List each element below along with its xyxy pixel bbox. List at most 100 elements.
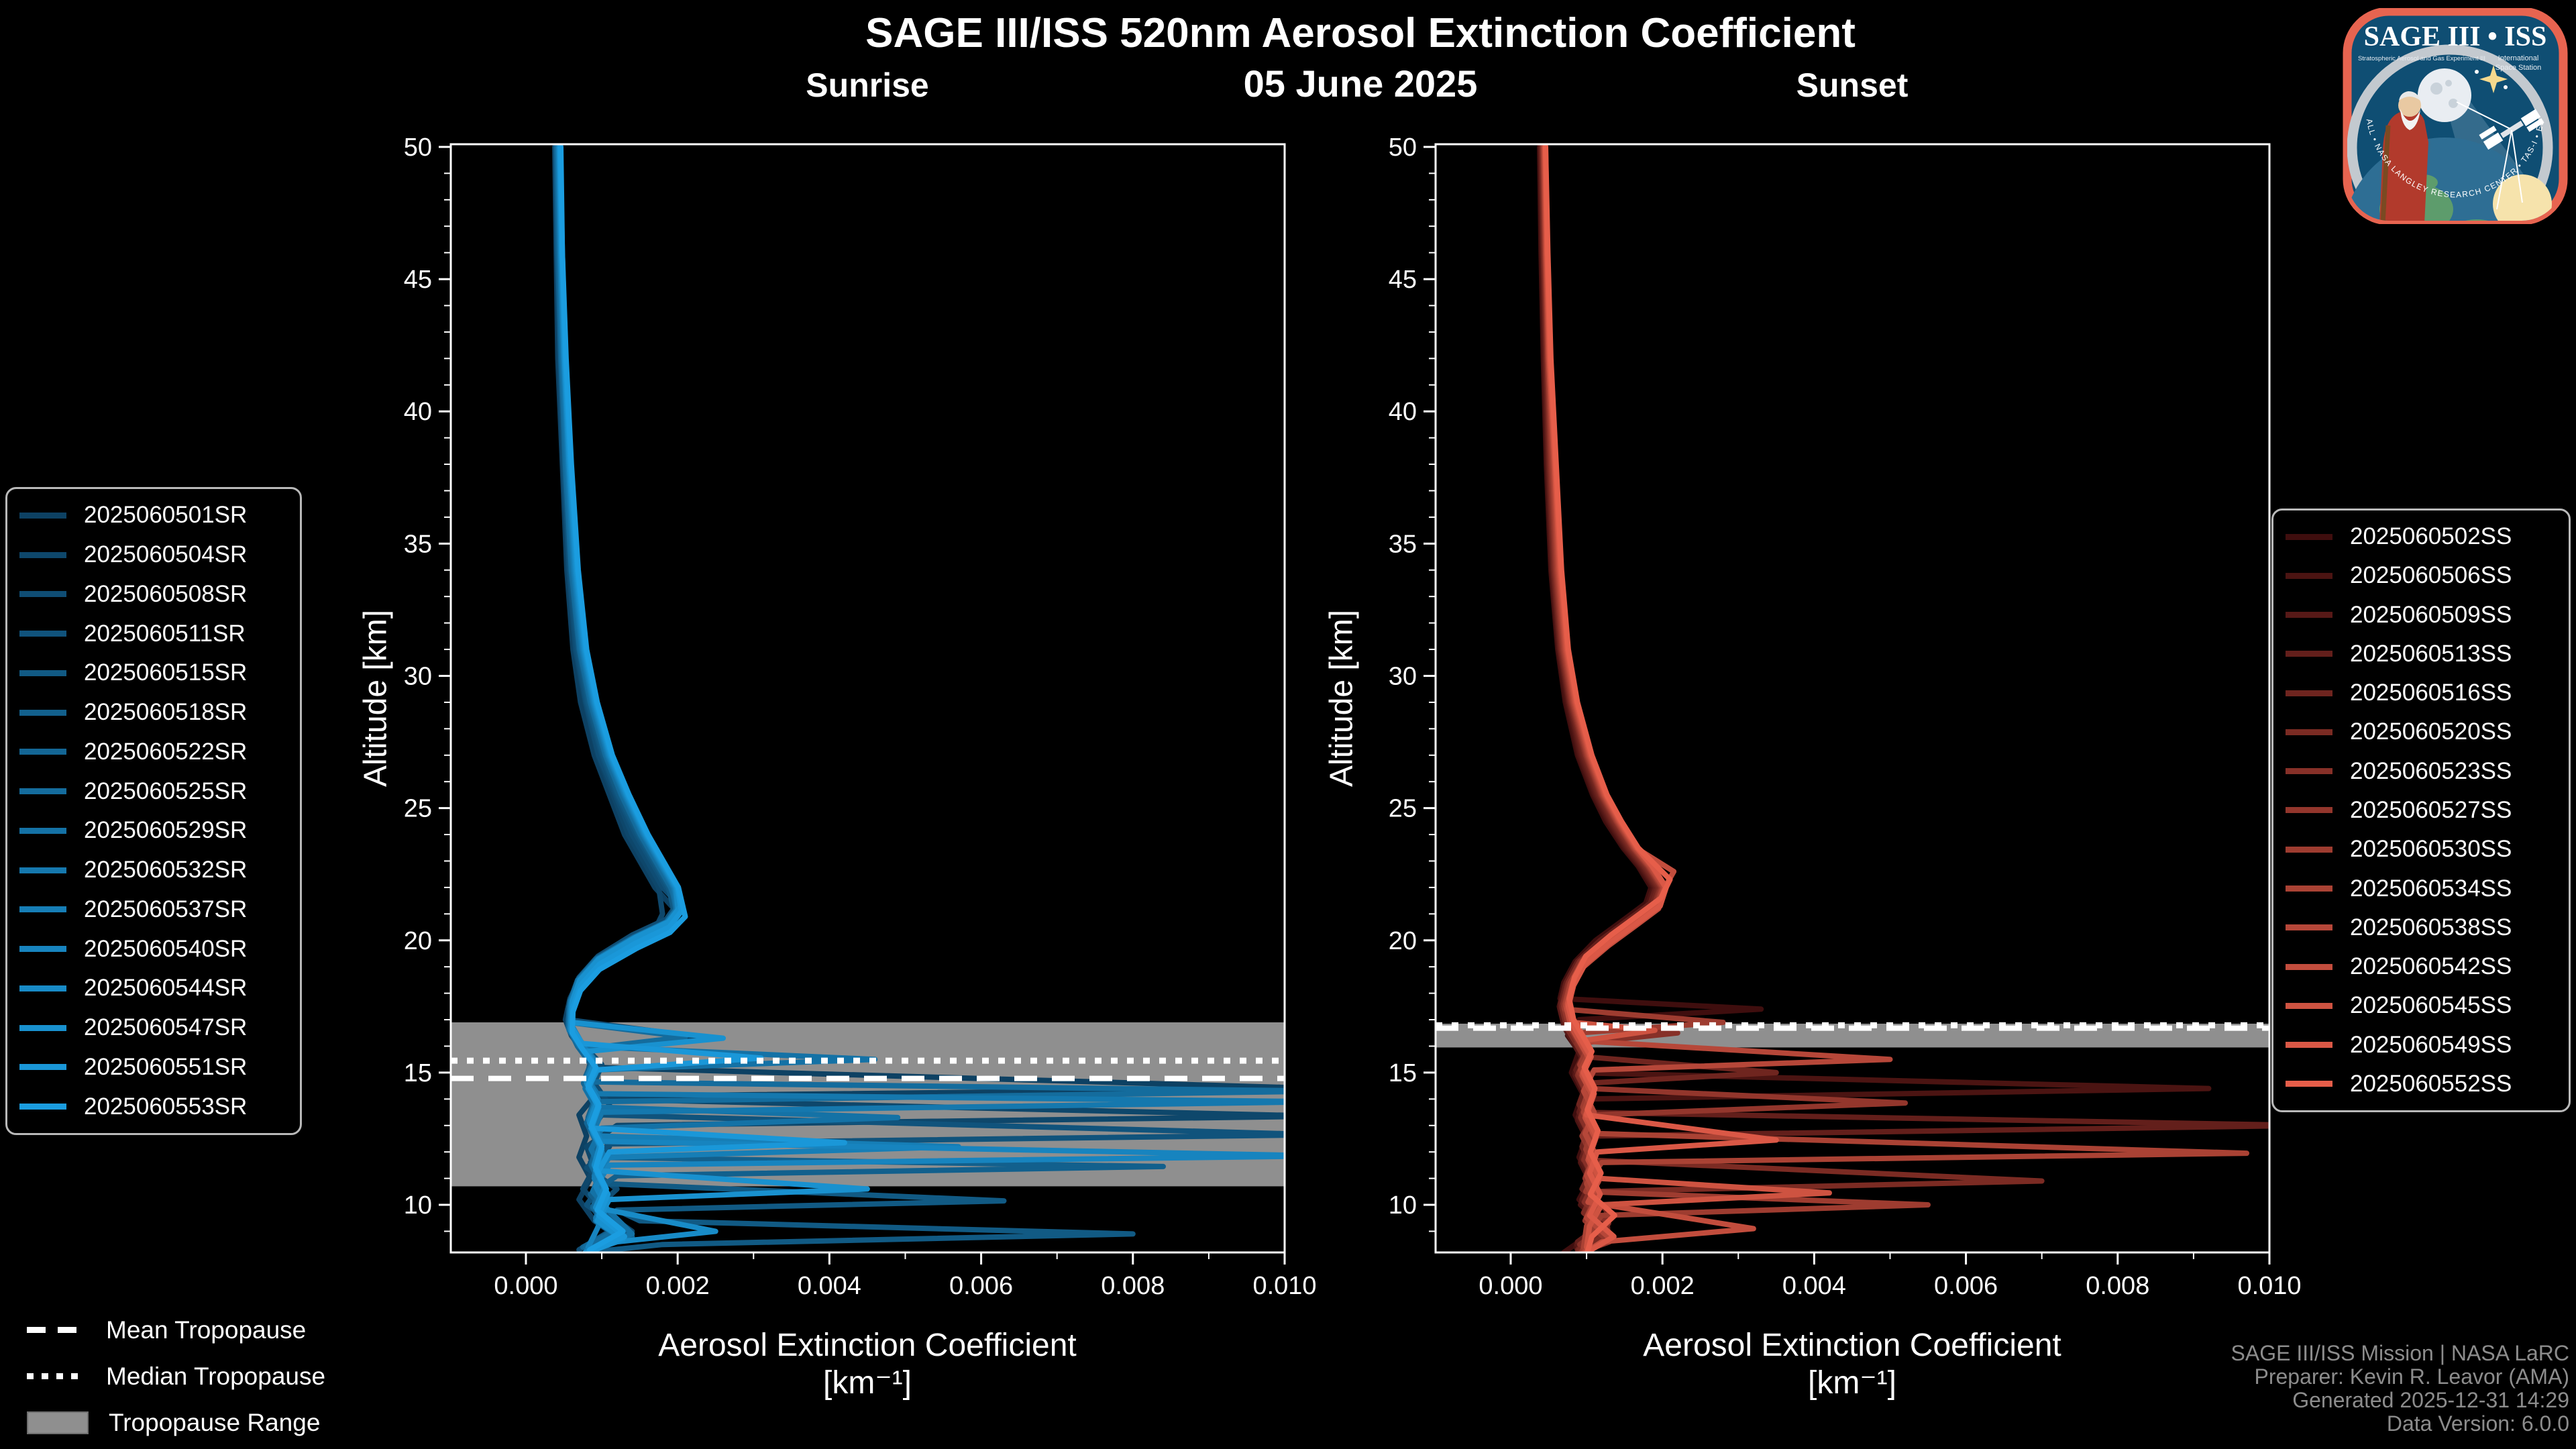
legend-event-label: 2025060549SS xyxy=(2350,1031,2512,1058)
footer-preparer: Preparer: Kevin R. Leavor (AMA) xyxy=(2254,1364,2570,1389)
legend-item: 2025060516SS xyxy=(2286,680,2557,706)
legend-event-label: 2025060534SS xyxy=(2350,875,2512,902)
x-tick-label: 0.002 xyxy=(1631,1272,1695,1300)
legend-event-label: 2025060509SS xyxy=(2350,601,2512,628)
legend-item: 2025060530SS xyxy=(2286,836,2557,863)
legend-item-tropopause-range: Tropopause Range xyxy=(27,1399,325,1446)
x-axis-label-line2: [km⁻¹] xyxy=(1808,1365,1896,1401)
legend-line-swatch-icon xyxy=(2286,924,2332,931)
legend-item-median-tropopause: Median Tropopause xyxy=(27,1353,325,1399)
legend-item: 2025060545SS xyxy=(2286,992,2557,1019)
y-tick-label: 40 xyxy=(404,398,432,426)
footer-attribution: SAGE III/ISS Mission | NASA LaRC Prepare… xyxy=(2231,1342,2569,1436)
legend-event-label: 2025060537SR xyxy=(84,896,248,922)
legend-event-label: 2025060540SR xyxy=(84,935,248,962)
legend-item: 2025060538SS xyxy=(2286,914,2557,941)
legend-event-label: 2025060506SS xyxy=(2350,562,2512,589)
legend-item: 2025060551SR xyxy=(19,1054,288,1081)
y-tick-label: 50 xyxy=(404,133,432,162)
y-tick-label: 50 xyxy=(1389,133,1417,162)
legend-line-swatch-icon xyxy=(2286,1002,2332,1009)
legend-item: 2025060522SR xyxy=(19,739,288,765)
panel-title-sunrise: Sunrise xyxy=(806,66,929,104)
legend-item: 2025060553SR xyxy=(19,1093,288,1120)
legend-event-label: 2025060515SR xyxy=(84,659,248,686)
y-tick-label: 35 xyxy=(1389,530,1417,558)
legend-line-swatch-icon xyxy=(19,788,66,795)
legend-event-label: 2025060523SS xyxy=(2350,757,2512,784)
legend-event-label: 2025060544SR xyxy=(84,975,248,1002)
legend-item: 2025060525SR xyxy=(19,778,288,805)
series-line-2025060527SS xyxy=(1540,144,1909,1252)
y-tick-label: 10 xyxy=(1389,1191,1417,1220)
legend-item: 2025060518SR xyxy=(19,699,288,726)
y-tick-label: 25 xyxy=(1389,795,1417,823)
y-tick-label: 15 xyxy=(404,1059,432,1087)
y-axis-label-sunset: Altitude [km] xyxy=(1324,609,1360,788)
legend-line-swatch-icon xyxy=(19,1104,66,1110)
logo-subtitle-right2: Space Station xyxy=(2496,64,2542,72)
legend-line-swatch-icon xyxy=(2286,729,2332,735)
legend-line-swatch-icon xyxy=(2286,807,2332,814)
legend-item: 2025060509SS xyxy=(2286,602,2557,629)
legend-line-swatch-icon xyxy=(2286,651,2332,657)
legend-line-swatch-icon xyxy=(19,827,66,834)
legend-event-label: 2025060504SR xyxy=(84,541,248,568)
legend-line-swatch-icon xyxy=(2286,885,2332,892)
robed-figure-icon xyxy=(2379,91,2428,221)
legend-line-swatch-icon xyxy=(2286,1042,2332,1049)
legend-line-swatch-icon xyxy=(2286,768,2332,775)
sage-iss-mission-patch-logo: SAGE III • ISS Stratospheric Aerosol and… xyxy=(2343,8,2568,224)
legend-item: 2025060523SS xyxy=(2286,758,2557,785)
legend-item: 2025060504SR xyxy=(19,541,288,568)
legend-line-swatch-icon xyxy=(19,551,66,558)
tropopause-range-swatch-icon xyxy=(27,1411,89,1434)
y-tick-label: 30 xyxy=(1389,662,1417,690)
legend-line-swatch-icon xyxy=(19,749,66,755)
x-axis-label-sunset: Aerosol Extinction Coefficient [km⁻¹] xyxy=(1643,1327,2061,1401)
footer-generated: Generated 2025-12-31 14:29 xyxy=(2292,1388,2569,1412)
legend-item: 2025060506SS xyxy=(2286,562,2557,589)
y-tick-label: 10 xyxy=(404,1191,432,1220)
legend-item: 2025060508SR xyxy=(19,581,288,608)
mean-tropopause-swatch-icon xyxy=(27,1327,86,1333)
legend-line-swatch-icon xyxy=(19,591,66,598)
y-tick-label: 30 xyxy=(404,662,432,690)
legend-event-label: 2025060532SR xyxy=(84,857,248,883)
x-tick-label: 0.008 xyxy=(2086,1272,2149,1300)
legend-line-swatch-icon xyxy=(19,985,66,991)
logo-subtitle-left: Stratospheric Aerosol and Gas Experiment… xyxy=(2358,55,2485,62)
footer-mission: SAGE III/ISS Mission | NASA LaRC xyxy=(2231,1341,2569,1365)
legend-event-label: 2025060513SS xyxy=(2350,640,2512,667)
series-group xyxy=(552,144,1285,1252)
panel-sunset: 0.000 0.002 0.004 0.006 0.008 0.010 10 15 20 25 30… xyxy=(1389,133,2302,1300)
median-tropopause-label: Median Tropopause xyxy=(106,1362,326,1390)
legend-event-label: 2025060542SS xyxy=(2350,953,2512,980)
legend-event-label: 2025060516SS xyxy=(2350,680,2512,706)
legend-item: 2025060549SS xyxy=(2286,1032,2557,1059)
legend-line-swatch-icon xyxy=(19,867,66,873)
legend-event-label: 2025060502SS xyxy=(2350,523,2512,550)
legend-event-label: 2025060522SR xyxy=(84,738,248,765)
logo-title: SAGE III • ISS xyxy=(2364,21,2547,52)
legend-item: 2025060537SR xyxy=(19,896,288,923)
legend-event-label: 2025060547SR xyxy=(84,1014,248,1041)
legend-item: 2025060532SR xyxy=(19,857,288,883)
moon-icon xyxy=(2418,68,2471,122)
x-axis-label-line1: Aerosol Extinction Coefficient xyxy=(658,1328,1077,1363)
series-line-2025060552SS xyxy=(1543,144,1673,1252)
y-tick-label: 45 xyxy=(404,266,432,294)
x-tick-label: 0.004 xyxy=(798,1272,861,1300)
series-group xyxy=(1537,144,2269,1252)
legend-item: 2025060511SR xyxy=(19,621,288,647)
legend-event-label: 2025060520SS xyxy=(2350,718,2512,745)
legend-sunset: 2025060502SS 2025060506SS 2025060509SS 2025… xyxy=(2271,508,2571,1112)
x-tick-label: 0.006 xyxy=(1934,1272,1998,1300)
legend-event-label: 2025060511SR xyxy=(84,620,246,647)
legend-item: 2025060529SR xyxy=(19,817,288,844)
date-subtitle: 05 June 2025 xyxy=(1243,62,1478,105)
legend-line-swatch-icon xyxy=(2286,1081,2332,1087)
y-tick-label: 20 xyxy=(404,927,432,955)
legend-line-swatch-icon xyxy=(2286,612,2332,619)
legend-line-swatch-icon xyxy=(2286,963,2332,970)
